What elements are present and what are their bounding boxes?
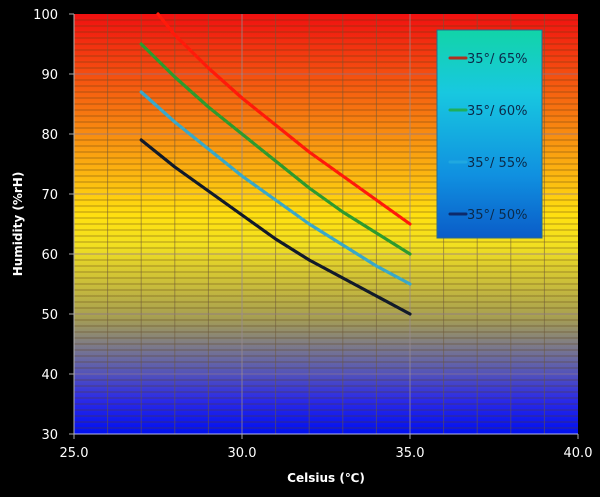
legend-label: 35°/ 50% xyxy=(467,208,527,223)
y-tick-label: 30 xyxy=(41,428,58,443)
y-tick-label: 50 xyxy=(41,308,58,323)
y-tick-label: 70 xyxy=(41,188,58,203)
x-axis-title: Celsius (℃) xyxy=(287,471,365,485)
series-layer xyxy=(139,12,412,316)
legend: 35°/ 65% 35°/ 60% 35°/ 55% 35°/ 50% xyxy=(436,29,543,239)
legend-label: 35°/ 65% xyxy=(467,52,527,67)
axes-layer: 30 40 50 60 70 80 90 100 25.0 30.0 35.0 40.0 xyxy=(33,8,592,461)
legend-box xyxy=(436,29,543,239)
legend-label: 35°/ 55% xyxy=(467,156,527,171)
y-tick-label: 40 xyxy=(41,368,58,383)
legend-label: 35°/ 60% xyxy=(467,104,527,119)
y-tick-label: 90 xyxy=(41,68,58,83)
x-tick-label: 30.0 xyxy=(228,446,257,461)
y-tick-label: 60 xyxy=(41,248,58,263)
y-tick-label: 80 xyxy=(41,128,58,143)
y-axis-title: Humidity (%rH) xyxy=(11,172,25,277)
y-tick-label: 100 xyxy=(33,8,58,23)
x-tick-label: 40.0 xyxy=(564,446,593,461)
x-tick-label: 35.0 xyxy=(396,446,425,461)
x-tick-label: 25.0 xyxy=(60,446,89,461)
